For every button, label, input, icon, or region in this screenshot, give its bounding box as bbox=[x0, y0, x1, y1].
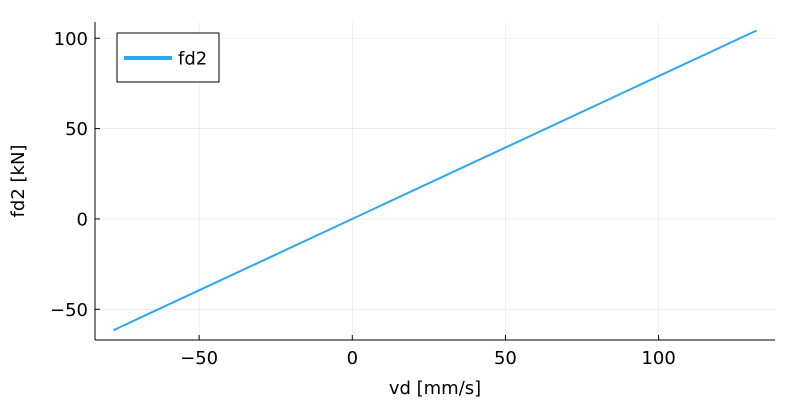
y-tick-label: −50 bbox=[50, 300, 88, 321]
series-layer bbox=[112, 29, 758, 332]
x-tick-label: 50 bbox=[494, 348, 517, 369]
x-tick-label: −50 bbox=[180, 348, 218, 369]
x-tick-label: 100 bbox=[641, 348, 675, 369]
series-line-fd2 bbox=[112, 29, 758, 332]
x-tick-label: 0 bbox=[347, 348, 358, 369]
y-tick-labels: −50 0 50 100 bbox=[50, 29, 100, 321]
y-tick-label: 0 bbox=[77, 209, 88, 230]
legend: fd2 bbox=[116, 32, 220, 83]
y-axis-label: fd2 [kN] bbox=[8, 145, 29, 218]
x-tick-labels: −50 0 50 100 bbox=[180, 335, 676, 369]
axes bbox=[94, 22, 775, 341]
x-axis-label: vd [mm/s] bbox=[389, 378, 481, 399]
y-tick-label: 100 bbox=[54, 29, 88, 50]
legend-label-fd2: fd2 bbox=[178, 49, 207, 70]
grid-lines bbox=[95, 22, 775, 340]
y-tick-label: 50 bbox=[65, 119, 88, 140]
